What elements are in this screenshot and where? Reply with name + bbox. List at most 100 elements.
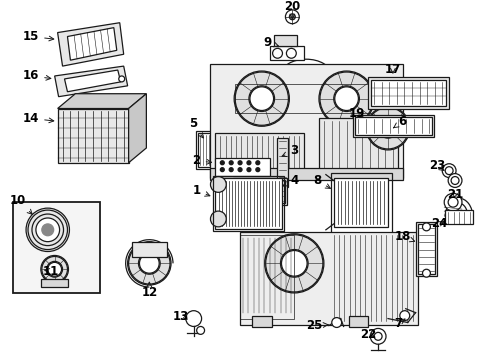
Circle shape (127, 242, 171, 285)
Bar (367, 77, 448, 108)
Bar (333, 177, 387, 227)
Polygon shape (128, 94, 146, 163)
Bar (235, 84, 377, 113)
Text: 16: 16 (23, 69, 51, 82)
Circle shape (441, 164, 455, 177)
Bar (330, 172, 391, 234)
Circle shape (264, 234, 323, 293)
Polygon shape (67, 28, 117, 60)
Bar (210, 168, 402, 180)
Bar (215, 158, 269, 176)
Text: 12: 12 (141, 282, 157, 300)
Bar (235, 180, 285, 203)
Circle shape (210, 211, 226, 227)
Text: 5: 5 (188, 117, 203, 138)
Bar (251, 316, 271, 328)
Text: 15: 15 (23, 30, 54, 43)
Bar (348, 316, 367, 328)
Bar (417, 224, 434, 274)
Bar (41, 279, 68, 287)
Circle shape (42, 224, 54, 236)
Text: 3: 3 (282, 144, 298, 157)
Text: 20: 20 (284, 0, 300, 19)
Bar (58, 108, 128, 163)
Bar (197, 133, 221, 167)
Text: 17: 17 (384, 63, 400, 76)
Circle shape (220, 161, 224, 165)
Text: 25: 25 (305, 319, 327, 332)
Circle shape (422, 269, 429, 277)
Circle shape (48, 262, 61, 276)
Text: 4: 4 (283, 174, 298, 187)
Bar (240, 232, 417, 325)
Polygon shape (58, 23, 123, 66)
Text: 6: 6 (393, 115, 406, 128)
Text: 24: 24 (430, 217, 447, 230)
Bar (215, 177, 282, 229)
Circle shape (229, 161, 233, 165)
Bar (318, 118, 397, 172)
Circle shape (366, 107, 409, 150)
Circle shape (447, 174, 461, 188)
Circle shape (238, 161, 242, 165)
Text: 7: 7 (393, 317, 404, 330)
Bar (353, 116, 433, 137)
Circle shape (220, 168, 224, 172)
Circle shape (289, 14, 295, 20)
Circle shape (399, 311, 409, 320)
Bar (444, 210, 472, 224)
Polygon shape (64, 70, 121, 92)
Bar (195, 131, 223, 169)
Circle shape (373, 332, 381, 340)
Circle shape (210, 176, 226, 192)
Circle shape (41, 256, 68, 283)
Text: 9: 9 (263, 36, 278, 49)
Bar (276, 138, 288, 188)
Text: 8: 8 (312, 174, 330, 188)
Text: 22: 22 (359, 328, 376, 341)
Bar (213, 176, 284, 231)
Bar (415, 222, 436, 276)
Text: 14: 14 (23, 112, 54, 125)
Text: 11: 11 (42, 265, 59, 278)
Circle shape (36, 218, 60, 242)
Circle shape (229, 168, 233, 172)
Polygon shape (55, 66, 127, 97)
Circle shape (443, 193, 461, 211)
Circle shape (334, 87, 358, 111)
Bar (269, 46, 304, 60)
Circle shape (318, 71, 373, 126)
Text: 10: 10 (10, 194, 32, 214)
Circle shape (234, 71, 289, 126)
Bar (131, 242, 167, 257)
Circle shape (238, 168, 242, 172)
Circle shape (378, 120, 396, 137)
Bar (355, 117, 431, 135)
Bar (240, 235, 294, 319)
Circle shape (119, 76, 124, 82)
Circle shape (281, 251, 306, 276)
Text: 2: 2 (192, 154, 211, 167)
Circle shape (331, 318, 341, 328)
Circle shape (26, 208, 69, 252)
Circle shape (422, 223, 429, 231)
Circle shape (246, 168, 250, 172)
Circle shape (272, 48, 282, 58)
Text: 21: 21 (446, 188, 462, 201)
Bar (13, 202, 100, 293)
Circle shape (246, 161, 250, 165)
Circle shape (196, 327, 204, 334)
Circle shape (286, 48, 296, 58)
Circle shape (249, 87, 273, 111)
Bar (215, 133, 304, 172)
Text: 23: 23 (428, 159, 445, 172)
Bar (273, 35, 297, 46)
Circle shape (285, 10, 299, 24)
Circle shape (185, 311, 201, 327)
Circle shape (255, 161, 259, 165)
Bar (370, 80, 445, 105)
Text: 18: 18 (394, 230, 414, 243)
Bar (210, 64, 402, 177)
Text: 13: 13 (172, 310, 189, 323)
Text: 19: 19 (347, 107, 364, 120)
